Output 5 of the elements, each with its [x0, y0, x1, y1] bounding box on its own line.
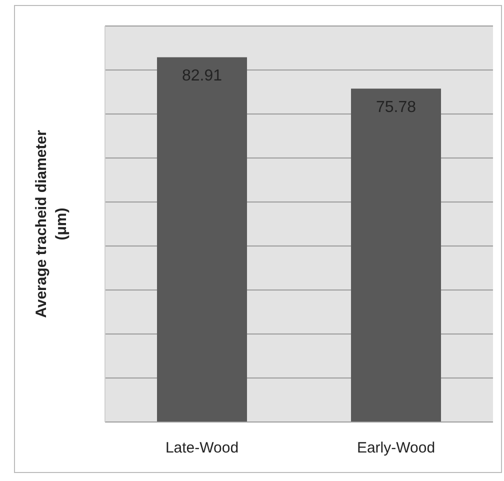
y-axis-title: Average tracheid diameter (μm) — [33, 130, 70, 318]
data-label: 82.91 — [182, 68, 222, 85]
data-label: 75.78 — [376, 98, 416, 116]
x-tick-label: Early-Wood — [356, 440, 436, 457]
x-tick-label: Late-Wood — [165, 440, 239, 457]
